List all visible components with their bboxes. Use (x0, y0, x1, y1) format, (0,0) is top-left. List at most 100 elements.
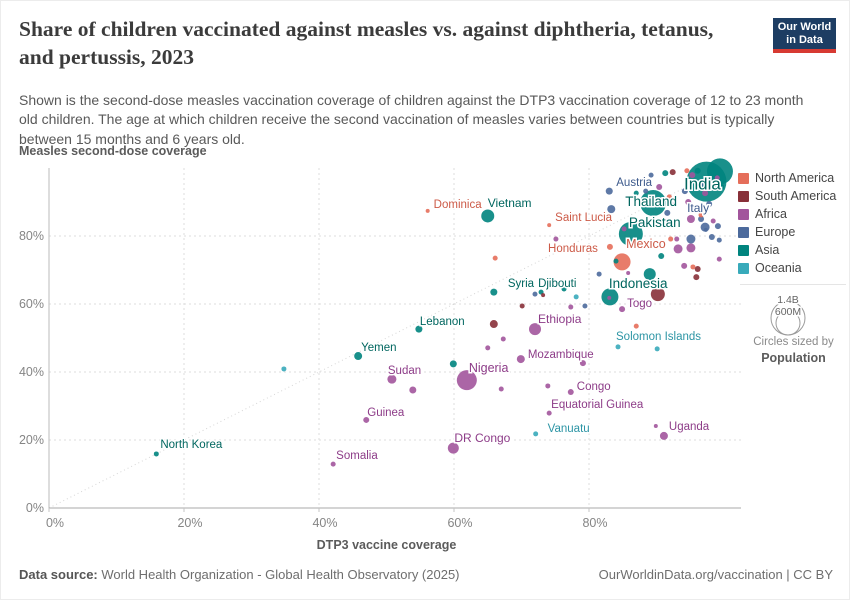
data-point[interactable] (532, 291, 538, 297)
legend-item-africa[interactable]: Africa (738, 207, 849, 221)
country-label-nigeria[interactable]: Nigeria (467, 360, 510, 377)
data-point[interactable] (685, 199, 692, 205)
data-point[interactable] (681, 262, 688, 269)
country-label-djibouti[interactable]: Djibouti (537, 277, 578, 292)
legend-item-south-america[interactable]: South America (738, 189, 849, 203)
data-point[interactable] (449, 360, 457, 368)
data-point[interactable] (607, 295, 612, 300)
data-point[interactable] (694, 167, 701, 174)
data-point[interactable] (519, 303, 525, 309)
legend-item-oceania[interactable]: Oceania (738, 261, 849, 275)
data-point-dr-congo[interactable] (447, 442, 459, 454)
data-point[interactable] (686, 234, 696, 244)
data-point[interactable] (670, 202, 676, 208)
data-point[interactable] (643, 188, 649, 194)
data-point[interactable] (579, 360, 586, 367)
data-point[interactable] (607, 205, 616, 214)
data-point[interactable] (485, 345, 491, 351)
data-point[interactable] (669, 169, 676, 176)
country-label-syria[interactable]: Syria (506, 277, 536, 292)
data-point-saint-lucia[interactable] (547, 223, 552, 228)
data-point[interactable] (694, 265, 701, 272)
country-label-uganda[interactable]: Uganda (667, 419, 711, 434)
country-label-honduras[interactable]: Honduras (547, 241, 600, 256)
data-point[interactable] (596, 271, 602, 277)
data-point[interactable] (409, 386, 417, 394)
country-label-equatorial-guinea[interactable]: Equatorial Guinea (550, 398, 646, 413)
country-label-india[interactable]: India (683, 173, 723, 195)
data-point-guinea[interactable] (363, 416, 370, 423)
country-label-indonesia[interactable]: Indonesia (607, 274, 669, 292)
data-point[interactable] (710, 182, 717, 188)
country-label-thailand[interactable]: Thailand (624, 193, 679, 211)
data-point[interactable] (654, 346, 660, 352)
country-label-somalia[interactable]: Somalia (335, 449, 380, 464)
data-point[interactable] (693, 274, 700, 281)
data-point-austria[interactable] (605, 187, 613, 195)
data-point-solomon-islands[interactable] (615, 344, 621, 350)
country-label-vietnam[interactable]: Vietnam (486, 194, 533, 211)
data-point-vietnam[interactable] (481, 209, 495, 223)
data-point-honduras[interactable] (606, 243, 613, 250)
data-point[interactable] (686, 215, 695, 223)
data-point[interactable] (643, 268, 656, 281)
data-point[interactable] (492, 255, 498, 261)
data-point[interactable] (710, 218, 716, 224)
data-point[interactable] (621, 226, 627, 232)
data-point[interactable] (714, 223, 721, 230)
data-point[interactable] (633, 323, 639, 329)
data-point[interactable] (582, 303, 588, 309)
data-point-equatorial-guinea[interactable] (546, 410, 552, 416)
legend-item-north-america[interactable]: North America (738, 171, 849, 185)
data-point-congo[interactable] (567, 389, 574, 396)
data-point-nigeria[interactable] (456, 370, 477, 391)
data-point[interactable] (706, 158, 733, 185)
data-point[interactable] (714, 175, 720, 181)
country-label-austria[interactable]: Austria (615, 176, 654, 191)
data-point[interactable] (653, 424, 658, 429)
data-point[interactable] (686, 243, 696, 253)
country-label-yemen[interactable]: Yemen (360, 341, 398, 356)
data-point[interactable] (553, 236, 559, 242)
data-point-uganda[interactable] (659, 431, 668, 440)
data-point[interactable] (698, 181, 704, 187)
data-point[interactable] (698, 216, 705, 222)
data-point[interactable] (703, 227, 708, 232)
data-point-yemen[interactable] (354, 352, 363, 361)
data-point[interactable] (541, 293, 546, 298)
country-label-italy[interactable]: Italy (686, 200, 711, 217)
data-point-sudan[interactable] (387, 374, 397, 384)
country-label-guinea[interactable]: Guinea (366, 405, 407, 420)
data-point[interactable] (666, 194, 672, 200)
data-point[interactable] (708, 234, 715, 241)
country-label-dominica[interactable]: Dominica (432, 197, 484, 212)
data-point[interactable] (673, 244, 683, 254)
data-point[interactable] (568, 304, 574, 310)
country-label-mozambique[interactable]: Mozambique (526, 348, 595, 363)
data-point[interactable] (664, 209, 671, 216)
country-label-vanuatu[interactable]: Vanuatu (546, 421, 591, 436)
data-point-vanuatu[interactable] (533, 431, 539, 437)
data-point-north-korea[interactable] (153, 451, 159, 457)
country-label-togo[interactable]: Togo (626, 297, 654, 312)
data-point[interactable] (684, 168, 690, 174)
data-point[interactable] (681, 188, 688, 195)
data-point-togo[interactable] (619, 306, 626, 313)
country-label-saint-lucia[interactable]: Saint Lucia (554, 211, 615, 226)
data-point-somalia[interactable] (330, 461, 336, 467)
data-point[interactable] (702, 190, 709, 197)
data-point[interactable] (613, 258, 619, 264)
data-point[interactable] (662, 170, 669, 177)
country-label-lebanon[interactable]: Lebanon (418, 315, 466, 330)
data-point-mexico[interactable] (613, 253, 631, 271)
data-point[interactable] (648, 172, 654, 178)
country-label-north-korea[interactable]: North Korea (159, 437, 225, 452)
data-point[interactable] (573, 294, 579, 300)
footer-link[interactable]: OurWorldinData.org/vaccination | CC BY (598, 567, 833, 582)
data-point[interactable] (281, 366, 287, 372)
legend-item-europe[interactable]: Europe (738, 225, 849, 239)
data-point[interactable] (498, 386, 504, 392)
data-point[interactable] (633, 190, 639, 196)
legend-item-asia[interactable]: Asia (738, 243, 849, 257)
data-point[interactable] (626, 271, 631, 276)
